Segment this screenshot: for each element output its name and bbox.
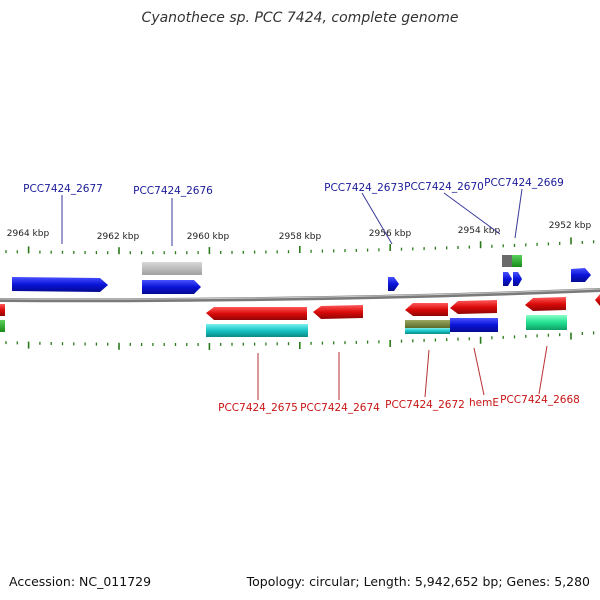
gene-arrow[interactable]: [0, 304, 5, 316]
gene-feature[interactable]: [450, 318, 498, 332]
gene-feature[interactable]: [405, 320, 450, 328]
gene-label-top[interactable]: PCC7424_2676: [133, 185, 213, 197]
genome-summary-text: Topology: circular; Length: 5,942,652 bp…: [246, 574, 590, 589]
kbp-label: 2960 kbp: [187, 232, 230, 242]
gene-feature[interactable]: [142, 262, 202, 275]
gene-arrow[interactable]: [206, 307, 307, 320]
gene-arrow[interactable]: [12, 277, 108, 292]
kbp-label: 2958 kbp: [279, 232, 322, 242]
forward-strand-features: [12, 255, 591, 294]
gene-arrow[interactable]: [513, 272, 522, 286]
genome-backbone: [0, 288, 600, 303]
gene-label-bottom[interactable]: PCC7424_2675: [218, 402, 298, 414]
gene-arrow[interactable]: [571, 268, 591, 282]
kbp-label: 2964 kbp: [7, 229, 50, 239]
genome-backbone-highlight: [0, 288, 600, 300]
gene-arrow[interactable]: [388, 277, 399, 291]
gene-label-bottom[interactable]: hemE: [469, 397, 499, 409]
kbp-label: 2956 kbp: [369, 229, 412, 239]
gene-label-top[interactable]: PCC7424_2677: [23, 183, 103, 195]
bottom-gene-labels: PCC7424_2675 PCC7424_2674 PCC7424_2672 h…: [218, 394, 580, 414]
gene-label-top[interactable]: PCC7424_2673: [324, 182, 404, 194]
gene-label-bottom[interactable]: PCC7424_2672: [385, 399, 465, 411]
gene-feature[interactable]: [405, 328, 450, 334]
gene-arrow[interactable]: [595, 294, 600, 306]
top-tick-row: [5, 237, 595, 255]
reverse-strand-features: [0, 294, 600, 337]
genome-title: Cyanothece sp. PCC 7424, complete genome: [142, 10, 459, 26]
gene-arrow[interactable]: [405, 303, 448, 316]
gene-label-bottom[interactable]: PCC7424_2668: [500, 394, 580, 406]
top-gene-labels: PCC7424_2677 PCC7424_2676 PCC7424_2673 P…: [23, 177, 564, 197]
gene-arrow[interactable]: [313, 305, 363, 319]
bottom-tick-row: [5, 331, 595, 350]
kbp-label: 2962 kbp: [97, 232, 140, 242]
label-leaders-bottom: [257, 345, 548, 400]
gene-arrow[interactable]: [450, 300, 497, 314]
gene-arrow[interactable]: [142, 280, 201, 294]
gene-feature[interactable]: [0, 320, 5, 332]
gene-label-top[interactable]: PCC7424_2670: [404, 181, 484, 193]
gene-arrow[interactable]: [503, 272, 512, 286]
gene-feature[interactable]: [526, 315, 567, 330]
gene-feature[interactable]: [502, 255, 512, 267]
kbp-label: 2952 kbp: [549, 221, 592, 231]
gene-feature[interactable]: [206, 324, 308, 337]
gene-label-top[interactable]: PCC7424_2669: [484, 177, 564, 189]
gene-arrow[interactable]: [525, 297, 566, 311]
gene-feature[interactable]: [512, 255, 522, 267]
kbp-scale: 2964 kbp 2962 kbp 2960 kbp 2958 kbp 2956…: [7, 221, 592, 242]
kbp-label: 2954 kbp: [458, 226, 501, 236]
gene-label-bottom[interactable]: PCC7424_2674: [300, 402, 380, 414]
accession-text: Accession: NC_011729: [9, 574, 151, 589]
label-leaders: [61, 188, 523, 246]
